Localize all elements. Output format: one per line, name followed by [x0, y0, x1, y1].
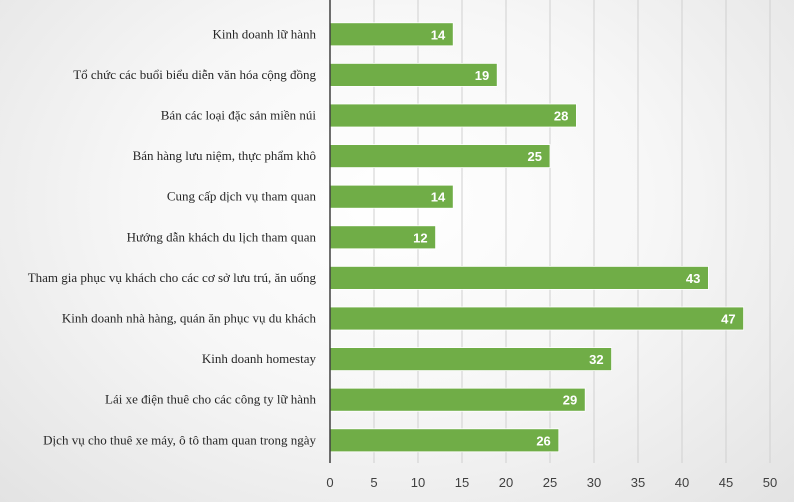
category-label: Kinh doanh lữ hành [213, 26, 317, 41]
category-label: Lái xe điện thuê cho các công ty lữ hành [105, 392, 316, 407]
category-label: Kinh doanh homestay [202, 351, 317, 366]
category-label: Kinh doanh nhà hàng, quán ăn phục vụ du … [62, 311, 317, 326]
bar [329, 103, 577, 128]
x-tick-label: 25 [543, 475, 557, 490]
data-label: 26 [536, 433, 550, 448]
data-label: 25 [528, 149, 542, 164]
data-label: 47 [721, 312, 735, 327]
data-label: 14 [431, 190, 446, 205]
bar [329, 387, 586, 412]
x-tick-label: 45 [719, 475, 733, 490]
bar [329, 144, 551, 169]
x-tick-label: 0 [326, 475, 333, 490]
category-label: Bán hàng lưu niệm, thực phẩm khô [133, 148, 316, 163]
bar [329, 428, 560, 453]
x-tick-label: 15 [455, 475, 469, 490]
x-tick-label: 30 [587, 475, 601, 490]
category-label: Bán các loại đặc sản miền núi [161, 108, 317, 123]
x-axis-ticks: 0 5 10 15 20 25 30 35 40 45 50 [326, 475, 777, 490]
data-label: 43 [686, 271, 700, 286]
category-label: Tổ chức các buổi biểu diễn văn hóa cộng … [73, 67, 316, 82]
category-label: Cung cấp dịch vụ tham quan [167, 189, 317, 204]
category-label: Dịch vụ cho thuê xe máy, ô tô tham quan … [43, 432, 316, 447]
data-label: 19 [475, 68, 489, 83]
data-label: 28 [554, 109, 568, 124]
bars: 14 19 28 25 14 12 43 47 32 29 26 [329, 22, 745, 453]
bar [329, 306, 745, 331]
category-labels: Kinh doanh lữ hành Tổ chức các buổi biểu … [28, 26, 317, 447]
bar [329, 63, 498, 87]
x-tick-label: 5 [370, 475, 377, 490]
x-tick-label: 20 [499, 475, 513, 490]
data-label: 14 [431, 27, 446, 42]
x-tick-label: 40 [675, 475, 689, 490]
category-label: Hướng dẫn khách du lịch tham quan [127, 229, 317, 244]
category-label: Tham gia phục vụ khách cho các cơ sở lưu… [28, 270, 317, 285]
bar [329, 265, 709, 290]
data-label: 29 [563, 393, 577, 408]
x-tick-label: 10 [411, 475, 425, 490]
data-label: 32 [589, 352, 603, 367]
x-tick-label: 50 [763, 475, 777, 490]
data-label: 12 [413, 230, 427, 245]
x-tick-label: 35 [631, 475, 645, 490]
bar [329, 347, 613, 372]
